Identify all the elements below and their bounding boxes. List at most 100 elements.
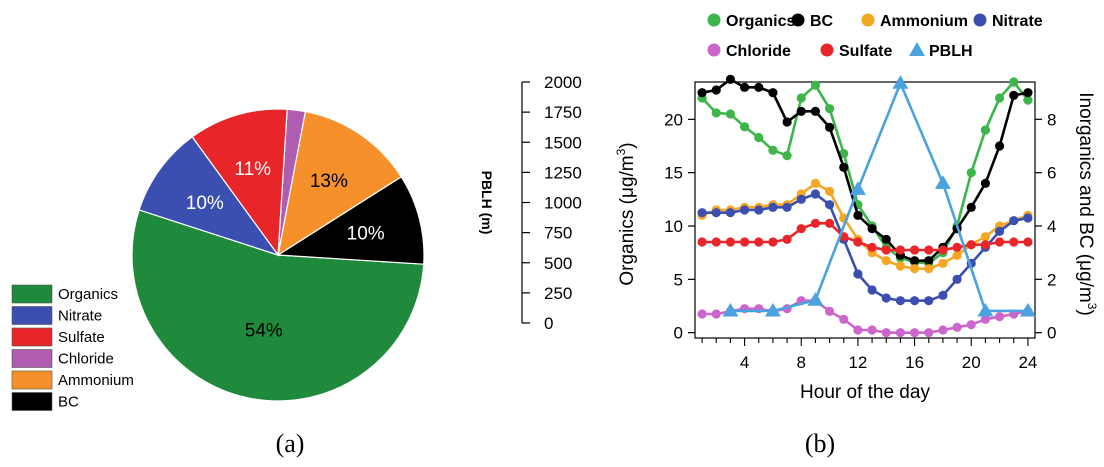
pblh-tick-label: 500 bbox=[544, 254, 572, 273]
series-bc bbox=[697, 74, 1033, 266]
point-organics bbox=[711, 108, 721, 118]
point-nitrate bbox=[796, 194, 806, 204]
series-chloride bbox=[697, 296, 1033, 338]
point-nitrate bbox=[711, 208, 721, 218]
legend-label-sulfate: Sulfate bbox=[839, 43, 892, 60]
point-organics bbox=[839, 148, 849, 159]
legend-label-organics: Organics bbox=[58, 286, 118, 303]
point-sulfate bbox=[867, 242, 877, 252]
legend-marker-bc bbox=[791, 13, 805, 27]
legend-label-bc: BC bbox=[810, 13, 834, 30]
point-ammonium bbox=[909, 264, 920, 274]
line-legend: Organics BC Ammonium Nitrate Chloride Sulfate… bbox=[707, 13, 1043, 60]
point-bc bbox=[768, 88, 778, 98]
point-pblh bbox=[849, 181, 866, 195]
point-organics bbox=[1009, 77, 1019, 87]
legend-label-sulfate: Sulfate bbox=[58, 329, 105, 346]
point-sulfate bbox=[1009, 237, 1019, 247]
point-bc bbox=[966, 202, 976, 212]
legend-label-ammonium: Ammonium bbox=[58, 372, 134, 389]
legend-swatch-sulfate bbox=[11, 327, 53, 347]
pie-slice-sulfate bbox=[191, 108, 288, 257]
legend-label-pblh: PBLH bbox=[929, 43, 973, 60]
point-sulfate bbox=[782, 234, 792, 244]
point-chloride bbox=[994, 312, 1005, 322]
right-axis-title-sup: 3 bbox=[1085, 303, 1099, 310]
legend-marker-sulfate bbox=[820, 43, 834, 57]
pblh-tick-label: 0 bbox=[544, 314, 553, 333]
point-chloride bbox=[895, 328, 906, 338]
point-pblh bbox=[892, 75, 909, 89]
series-sulfate bbox=[697, 218, 1033, 255]
left-axis-title-tail: ) bbox=[617, 142, 638, 148]
series-line-sulfate bbox=[702, 222, 1028, 252]
left-tick-label: 0 bbox=[674, 324, 683, 343]
point-organics bbox=[824, 104, 835, 114]
point-chloride bbox=[980, 314, 991, 324]
right-axis: 0 2 4 6 8 Inorganics and BC (μg/m3) bbox=[1035, 92, 1099, 343]
point-sulfate bbox=[711, 237, 721, 247]
legend-swatch-bc bbox=[11, 392, 53, 411]
point-chloride bbox=[824, 306, 835, 316]
point-nitrate bbox=[782, 202, 792, 212]
legend-marker-pblh bbox=[909, 42, 925, 56]
point-nitrate bbox=[1009, 216, 1019, 226]
point-sulfate bbox=[824, 218, 835, 228]
left-tick-label: 15 bbox=[664, 164, 683, 183]
legend-marker-ammonium bbox=[861, 13, 875, 27]
point-nitrate bbox=[768, 202, 778, 212]
point-nitrate bbox=[881, 293, 891, 303]
legend-marker-nitrate bbox=[973, 13, 987, 27]
left-tick-label: 20 bbox=[664, 110, 683, 129]
point-nitrate bbox=[1023, 213, 1033, 223]
right-tick-label: 6 bbox=[1047, 164, 1056, 183]
point-bc bbox=[796, 106, 806, 116]
pblh-tick-label: 1750 bbox=[544, 103, 582, 122]
point-bc bbox=[881, 234, 891, 244]
point-sulfate bbox=[909, 245, 920, 255]
point-nitrate bbox=[739, 205, 750, 215]
point-chloride bbox=[881, 328, 891, 338]
legend-label-chloride: Chloride bbox=[726, 43, 791, 60]
point-organics bbox=[810, 80, 821, 90]
left-tick-label: 10 bbox=[664, 217, 683, 236]
point-bc bbox=[980, 178, 991, 188]
point-organics bbox=[739, 122, 750, 132]
point-organics bbox=[754, 132, 764, 143]
series-ammonium bbox=[697, 178, 1033, 274]
point-sulfate bbox=[810, 218, 821, 228]
right-tick-label: 4 bbox=[1047, 217, 1056, 236]
pblh-tick-label: 1500 bbox=[544, 133, 582, 152]
point-chloride bbox=[909, 328, 920, 338]
pie-label-sulfate: 11% bbox=[234, 159, 271, 180]
point-sulfate bbox=[697, 237, 707, 247]
right-tick-label: 8 bbox=[1047, 110, 1056, 129]
pie-slice-bc bbox=[276, 175, 425, 265]
x-tick-label: 20 bbox=[962, 353, 981, 372]
point-sulfate bbox=[924, 245, 934, 255]
point-sulfate bbox=[739, 237, 750, 247]
point-sulfate bbox=[895, 245, 906, 255]
point-bc bbox=[839, 162, 849, 172]
point-chloride bbox=[924, 328, 934, 338]
plot-area bbox=[694, 81, 1036, 339]
left-axis-title: Organics (μg/m3) bbox=[614, 142, 638, 285]
point-ammonium bbox=[881, 256, 891, 266]
pie-label-organics: 54% bbox=[245, 321, 283, 342]
point-sulfate bbox=[796, 224, 806, 234]
point-chloride bbox=[952, 322, 962, 332]
x-tick-label: 8 bbox=[797, 353, 806, 372]
point-organics bbox=[796, 93, 806, 103]
point-bc bbox=[909, 256, 920, 266]
pblh-tick-label: 250 bbox=[544, 284, 572, 303]
point-sulfate bbox=[994, 237, 1005, 247]
x-tick-label: 4 bbox=[740, 353, 749, 372]
left-axis: 0 5 10 15 20 Organics (μg/m3) bbox=[614, 110, 695, 343]
point-chloride bbox=[839, 314, 849, 324]
point-organics bbox=[1023, 95, 1033, 105]
point-sulfate bbox=[754, 237, 764, 247]
pie-legend: Organics Nitrate Sulfate Chloride Ammonium BC bbox=[11, 284, 134, 411]
point-sulfate bbox=[725, 237, 736, 247]
legend-swatch-ammonium bbox=[11, 370, 53, 390]
legend-swatch-organics bbox=[11, 284, 53, 304]
